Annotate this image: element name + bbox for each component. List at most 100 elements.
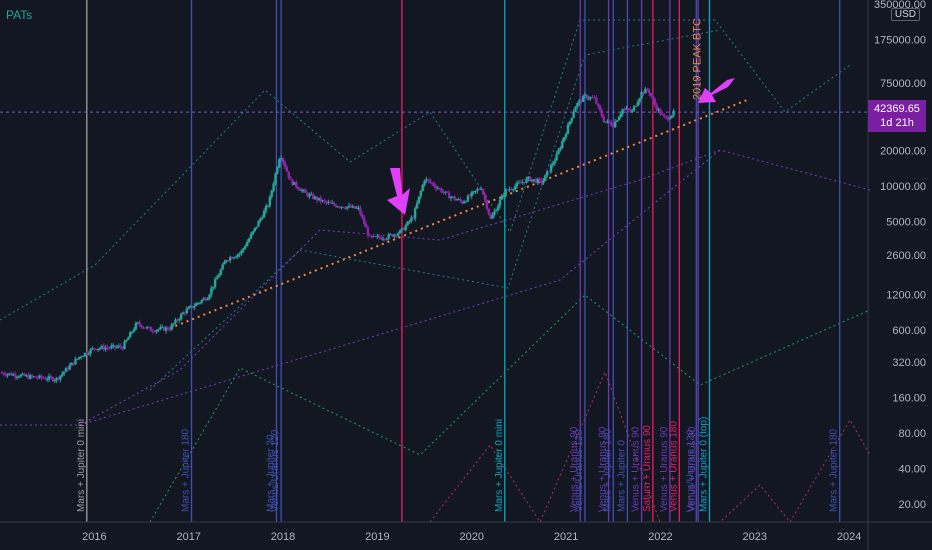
candle: [391, 234, 394, 237]
currency-badge[interactable]: USD: [890, 8, 920, 21]
candle: [457, 199, 460, 201]
y-tick-label: 160.00: [892, 392, 926, 404]
candle: [76, 358, 79, 360]
candle: [28, 375, 32, 379]
y-tick-label: 80.00: [898, 428, 926, 440]
candle: [306, 192, 309, 197]
candle: [68, 365, 72, 370]
candle: [174, 319, 177, 324]
candle: [551, 163, 555, 166]
candle: [179, 314, 183, 320]
candle: [178, 319, 181, 321]
candle: [36, 377, 39, 379]
candle: [329, 202, 332, 204]
x-tick-label: 2024: [837, 531, 861, 543]
candle: [245, 242, 249, 247]
candle: [525, 178, 528, 183]
candle: [289, 177, 292, 180]
candle: [632, 106, 636, 111]
event-label: Venus + Uranus 90: [598, 426, 609, 512]
last-price-tag: 42369.65 1d 21h: [868, 100, 926, 132]
candle: [549, 165, 553, 172]
candle: [438, 188, 441, 190]
candle: [327, 202, 330, 204]
candle: [523, 182, 526, 184]
candle: [281, 158, 285, 162]
event-label: Mars + Jupiter 180: [602, 428, 613, 512]
candle: [87, 353, 90, 355]
candle: [196, 302, 200, 304]
candle: [229, 257, 232, 261]
candle: [453, 196, 456, 200]
candle: [608, 120, 611, 123]
candle: [159, 327, 162, 330]
candle: [334, 204, 338, 207]
candle: [2, 372, 5, 375]
candle: [406, 221, 409, 226]
candle: [459, 199, 462, 202]
candle: [596, 103, 600, 106]
y-tick-label: 20.00: [898, 499, 926, 511]
indicator-label[interactable]: PATs: [6, 8, 33, 22]
candle: [404, 225, 407, 231]
peak-label: 2019 PEAK BTC: [692, 18, 704, 100]
candle: [112, 345, 115, 347]
candle: [15, 376, 19, 378]
candle: [376, 236, 379, 238]
candle: [655, 104, 658, 111]
candle: [49, 376, 53, 378]
candle: [429, 180, 432, 183]
candle: [464, 201, 468, 203]
candle: [253, 227, 256, 232]
candle: [127, 337, 130, 340]
candle: [144, 327, 147, 329]
candle: [417, 196, 421, 204]
candle: [32, 376, 36, 378]
candle: [155, 330, 158, 332]
candle: [364, 224, 368, 228]
candle: [659, 109, 662, 115]
candle: [357, 207, 360, 209]
candle: [468, 195, 472, 197]
x-tick-label: 2016: [82, 531, 106, 543]
candle: [436, 188, 439, 190]
candle: [193, 305, 196, 308]
cycle-line-3: [0, 149, 721, 426]
candle: [361, 214, 364, 218]
candle: [423, 180, 426, 185]
candle: [610, 122, 613, 126]
x-tick-label: 2017: [176, 531, 200, 543]
candle: [210, 288, 213, 295]
candle: [304, 189, 307, 193]
candle: [217, 274, 221, 278]
candle: [512, 189, 515, 191]
candle: [553, 160, 556, 164]
candle: [295, 181, 298, 188]
y-tick-label: 320.00: [892, 357, 926, 369]
y-tick-label: 10000.00: [880, 181, 926, 193]
candle: [236, 254, 239, 257]
candle: [266, 205, 270, 207]
candle: [302, 189, 305, 191]
candle: [108, 347, 111, 349]
y-tick-label: 40.00: [898, 463, 926, 475]
x-tick-label: 2022: [648, 531, 672, 543]
candle: [61, 373, 64, 376]
candle: [647, 90, 651, 94]
candle: [330, 202, 334, 204]
candle: [479, 188, 483, 190]
trend-line[interactable]: [169, 97, 751, 330]
candle: [634, 105, 638, 107]
candle: [481, 188, 485, 195]
candle: [249, 234, 253, 239]
candle: [300, 190, 304, 192]
candle: [189, 305, 192, 308]
candle: [247, 238, 251, 243]
candle: [515, 182, 519, 186]
candle: [653, 99, 656, 105]
candle: [96, 348, 100, 350]
candle: [617, 116, 621, 121]
event-label: Mars + Jupiter 30: [265, 434, 276, 512]
candle: [130, 331, 134, 333]
